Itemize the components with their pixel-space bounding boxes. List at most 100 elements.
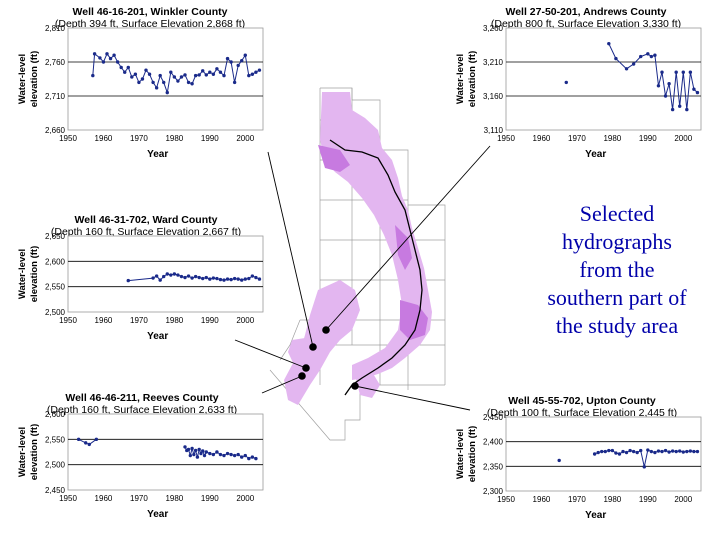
caption-line-5: the study area (556, 313, 678, 338)
data-point (162, 274, 166, 279)
data-point (76, 437, 81, 442)
y-tick-label: 2,500 (45, 308, 66, 317)
data-point (225, 56, 230, 61)
y-tick-label: 2,450 (45, 486, 66, 495)
data-point (204, 73, 208, 77)
chart-title: Well 46-46-211, Reeves County (65, 392, 218, 404)
x-tick-label: 1990 (201, 494, 219, 503)
data-point (105, 52, 109, 56)
data-point (254, 275, 258, 280)
plot-area (505, 27, 702, 131)
data-point (108, 56, 113, 61)
data-point (642, 465, 646, 469)
data-point (610, 448, 615, 453)
x-tick-label: 1980 (603, 495, 621, 504)
data-point (681, 450, 685, 454)
connector-lines (234, 145, 491, 411)
data-point (663, 448, 668, 453)
y-tick-label: 2,550 (45, 435, 66, 444)
data-point (667, 450, 671, 454)
data-point (653, 53, 657, 57)
chart-subtitle: (Depth 160 ft, Surface Elevation 2,633 f… (47, 404, 237, 416)
series-line (78, 438, 97, 445)
data-point (688, 70, 693, 74)
data-point (624, 450, 629, 455)
data-point (222, 278, 226, 282)
data-point (162, 80, 166, 85)
data-point (229, 277, 233, 282)
y-tick-label: 2,760 (45, 58, 66, 67)
y-tick-label: 3,110 (484, 126, 504, 135)
data-point (254, 456, 258, 461)
x-axis-label: Year (585, 510, 606, 521)
data-point (678, 104, 682, 108)
x-tick-label: 1960 (95, 316, 113, 325)
data-point (225, 277, 230, 281)
data-point (240, 278, 244, 282)
chart-subtitle: (Depth 100 ft, Surface Elevation 2,445 f… (487, 407, 677, 419)
data-point (250, 72, 255, 76)
data-point (692, 449, 696, 454)
data-point (119, 65, 123, 70)
x-tick-label: 1950 (497, 495, 515, 504)
data-point (218, 277, 223, 282)
chart-reeves: Well 46-46-211, Reeves County(Depth 160 … (17, 392, 264, 520)
data-point (144, 68, 148, 72)
y-tick-label: 2,650 (45, 232, 66, 241)
data-point (596, 450, 600, 455)
data-point (112, 53, 116, 57)
chart-subtitle: (Depth 394 ft, Surface Elevation 2,868 f… (55, 18, 245, 30)
data-point (649, 449, 654, 454)
data-point (232, 80, 237, 85)
data-point (218, 70, 223, 74)
chart-ward: Well 46-31-702, Ward County(Depth 160 ft… (17, 214, 264, 342)
data-point (674, 449, 678, 454)
data-point (660, 449, 664, 454)
data-point (229, 452, 233, 457)
y-axis-label-line-1: Water-level (455, 54, 466, 104)
x-tick-label: 1970 (130, 316, 148, 325)
x-tick-label: 1950 (59, 134, 77, 143)
data-point (243, 53, 247, 57)
plot-area (67, 413, 264, 491)
data-point (197, 447, 201, 452)
data-point (201, 276, 205, 281)
y-axis-label-line-1: Water-level (17, 54, 28, 104)
data-point (126, 65, 130, 70)
data-point (186, 447, 191, 452)
data-point (186, 274, 191, 278)
data-point (236, 277, 240, 281)
data-point (208, 451, 212, 456)
y-tick-label: 2,600 (45, 257, 66, 266)
x-tick-label: 1980 (165, 134, 183, 143)
data-point (236, 452, 240, 457)
data-point (94, 437, 99, 442)
data-point (603, 449, 607, 454)
data-point (653, 450, 657, 455)
data-point (607, 41, 611, 46)
data-point (685, 107, 689, 112)
data-point (193, 448, 198, 453)
data-point (257, 68, 262, 72)
x-tick-label: 1990 (201, 134, 219, 143)
x-tick-label: 2000 (674, 495, 692, 504)
data-point (211, 276, 216, 280)
data-point (195, 455, 200, 459)
data-point (247, 276, 251, 281)
data-point (186, 80, 191, 85)
data-point (190, 276, 194, 280)
data-point (243, 453, 247, 458)
data-point (639, 448, 643, 453)
caption-line-3: from the (579, 257, 654, 282)
data-point (564, 80, 568, 85)
data-point (190, 446, 194, 451)
data-point (130, 75, 134, 79)
data-point (215, 67, 219, 71)
data-point (192, 452, 196, 457)
x-tick-label: 1960 (533, 495, 551, 504)
y-tick-label: 2,660 (45, 126, 66, 135)
data-point (204, 275, 208, 280)
data-point (678, 449, 682, 453)
data-point (215, 450, 219, 454)
